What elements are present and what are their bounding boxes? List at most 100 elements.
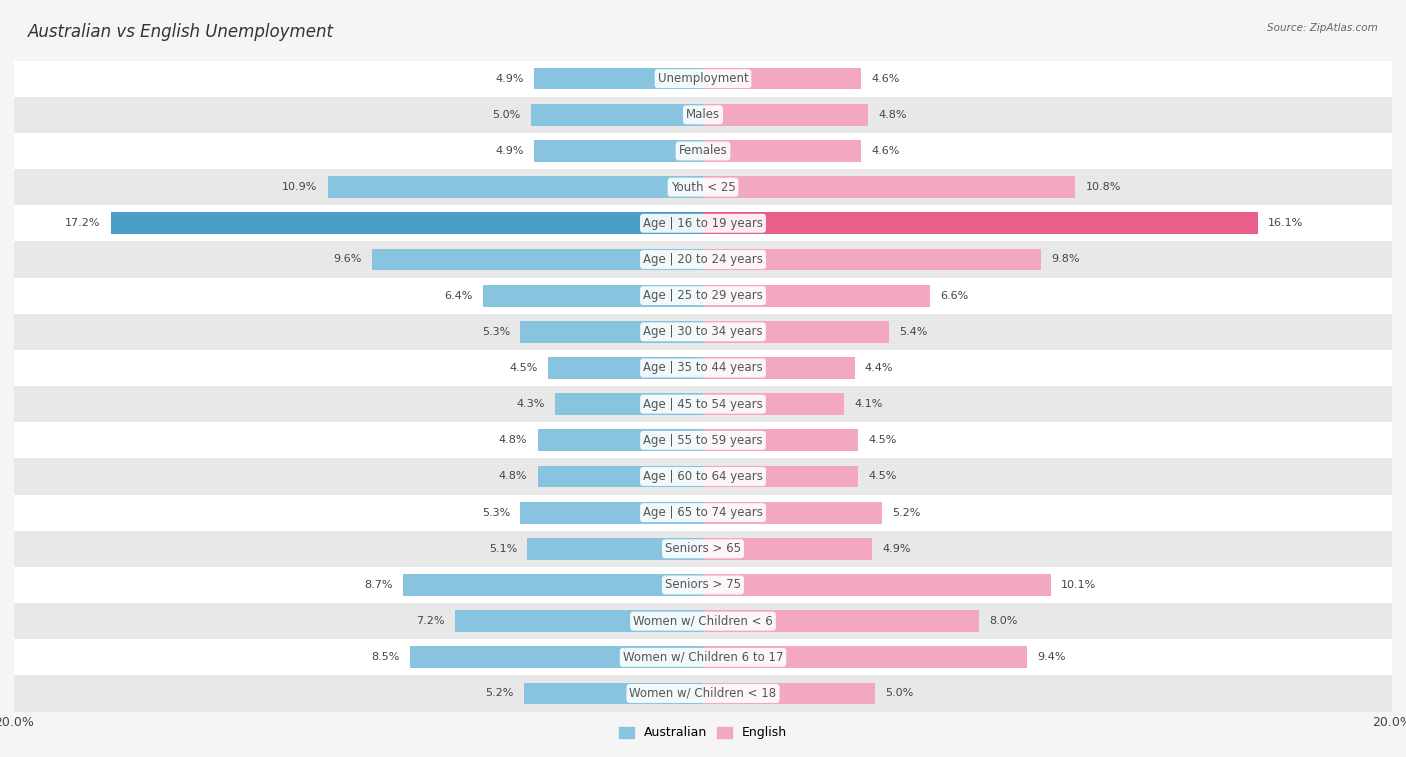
Text: Unemployment: Unemployment: [658, 72, 748, 85]
Text: Age | 25 to 29 years: Age | 25 to 29 years: [643, 289, 763, 302]
Text: 16.1%: 16.1%: [1268, 218, 1303, 229]
Bar: [703, 574, 1050, 596]
Bar: [703, 466, 858, 488]
Text: 4.8%: 4.8%: [499, 435, 527, 445]
Text: Age | 16 to 19 years: Age | 16 to 19 years: [643, 217, 763, 230]
Text: 9.6%: 9.6%: [333, 254, 361, 264]
Text: 7.2%: 7.2%: [416, 616, 444, 626]
Text: 4.1%: 4.1%: [855, 399, 883, 409]
Text: 8.7%: 8.7%: [364, 580, 392, 590]
Text: Age | 20 to 24 years: Age | 20 to 24 years: [643, 253, 763, 266]
Text: 4.8%: 4.8%: [879, 110, 907, 120]
Bar: [14, 422, 1392, 459]
Bar: [14, 459, 1392, 494]
Text: 5.3%: 5.3%: [482, 327, 510, 337]
Text: Source: ZipAtlas.com: Source: ZipAtlas.com: [1267, 23, 1378, 33]
Text: Women w/ Children < 6: Women w/ Children < 6: [633, 615, 773, 628]
Text: 4.9%: 4.9%: [495, 73, 524, 83]
Bar: [373, 248, 703, 270]
Bar: [555, 394, 703, 415]
Bar: [14, 205, 1392, 241]
Bar: [703, 68, 862, 89]
Text: 8.0%: 8.0%: [988, 616, 1018, 626]
Text: 4.9%: 4.9%: [882, 544, 911, 554]
Text: 4.9%: 4.9%: [495, 146, 524, 156]
Text: Age | 55 to 59 years: Age | 55 to 59 years: [643, 434, 763, 447]
Bar: [328, 176, 703, 198]
Bar: [527, 538, 703, 559]
Bar: [524, 683, 703, 704]
Text: 9.4%: 9.4%: [1038, 653, 1066, 662]
Text: 17.2%: 17.2%: [65, 218, 100, 229]
Bar: [703, 321, 889, 343]
Bar: [14, 97, 1392, 133]
Text: Women w/ Children < 18: Women w/ Children < 18: [630, 687, 776, 700]
Text: Youth < 25: Youth < 25: [671, 181, 735, 194]
Text: 4.4%: 4.4%: [865, 363, 893, 373]
Legend: Australian, English: Australian, English: [614, 721, 792, 744]
Bar: [703, 357, 855, 378]
Text: 5.0%: 5.0%: [492, 110, 520, 120]
Text: 5.0%: 5.0%: [886, 689, 914, 699]
Bar: [14, 241, 1392, 278]
Bar: [703, 248, 1040, 270]
Bar: [703, 285, 931, 307]
Bar: [703, 538, 872, 559]
Bar: [14, 61, 1392, 97]
Text: 9.8%: 9.8%: [1050, 254, 1080, 264]
Bar: [520, 321, 703, 343]
Bar: [703, 213, 1257, 234]
Text: 5.1%: 5.1%: [489, 544, 517, 554]
Bar: [14, 278, 1392, 313]
Text: 10.9%: 10.9%: [281, 182, 318, 192]
Bar: [531, 104, 703, 126]
Text: Females: Females: [679, 145, 727, 157]
Bar: [537, 429, 703, 451]
Bar: [404, 574, 703, 596]
Text: 4.5%: 4.5%: [509, 363, 537, 373]
Bar: [14, 603, 1392, 639]
Bar: [14, 567, 1392, 603]
Bar: [703, 683, 875, 704]
Bar: [14, 494, 1392, 531]
Text: 10.8%: 10.8%: [1085, 182, 1121, 192]
Bar: [14, 675, 1392, 712]
Text: 5.2%: 5.2%: [485, 689, 513, 699]
Text: Australian vs English Unemployment: Australian vs English Unemployment: [28, 23, 335, 41]
Bar: [14, 133, 1392, 169]
Bar: [14, 350, 1392, 386]
Text: 4.5%: 4.5%: [869, 472, 897, 481]
Bar: [14, 169, 1392, 205]
Text: Seniors > 75: Seniors > 75: [665, 578, 741, 591]
Text: Age | 45 to 54 years: Age | 45 to 54 years: [643, 397, 763, 410]
Bar: [534, 140, 703, 162]
Text: 4.3%: 4.3%: [516, 399, 544, 409]
Bar: [703, 610, 979, 632]
Bar: [703, 646, 1026, 668]
Bar: [703, 104, 869, 126]
Text: Age | 30 to 34 years: Age | 30 to 34 years: [643, 326, 763, 338]
Text: 4.8%: 4.8%: [499, 472, 527, 481]
Text: Women w/ Children 6 to 17: Women w/ Children 6 to 17: [623, 651, 783, 664]
Bar: [703, 502, 882, 524]
Bar: [520, 502, 703, 524]
Bar: [534, 68, 703, 89]
Text: 4.5%: 4.5%: [869, 435, 897, 445]
Text: Age | 65 to 74 years: Age | 65 to 74 years: [643, 506, 763, 519]
Bar: [548, 357, 703, 378]
Bar: [456, 610, 703, 632]
Bar: [14, 313, 1392, 350]
Bar: [14, 639, 1392, 675]
Bar: [14, 386, 1392, 422]
Bar: [14, 531, 1392, 567]
Text: 5.4%: 5.4%: [900, 327, 928, 337]
Text: 10.1%: 10.1%: [1062, 580, 1097, 590]
Bar: [703, 140, 862, 162]
Text: 6.4%: 6.4%: [444, 291, 472, 301]
Bar: [703, 394, 844, 415]
Text: 6.6%: 6.6%: [941, 291, 969, 301]
Bar: [111, 213, 703, 234]
Bar: [703, 176, 1076, 198]
Bar: [482, 285, 703, 307]
Text: 8.5%: 8.5%: [371, 653, 399, 662]
